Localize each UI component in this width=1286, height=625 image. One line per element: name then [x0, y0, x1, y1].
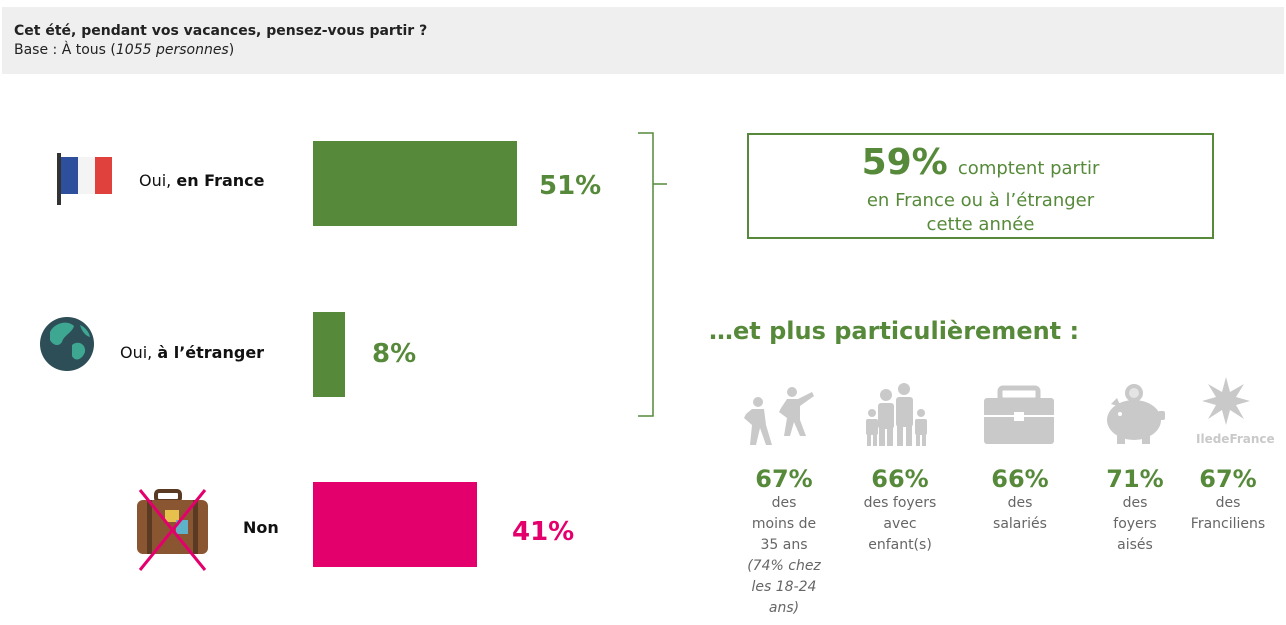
stat-franciliens: 67% des Franciliens — [1168, 465, 1286, 535]
stat-value: 67% — [755, 465, 813, 493]
base-note: Base : À tous (1055 personnes) — [14, 42, 235, 58]
stat-under-35: 67% des moins de 35 ans (74% chez les 18… — [724, 465, 844, 619]
stat-value: 67% — [1199, 465, 1257, 493]
pct-label-france: 51% — [539, 171, 602, 201]
france-flag-icon — [57, 153, 112, 205]
stat-employees: 66% des salariés — [960, 465, 1080, 535]
ile-de-france-logo: IledeFrance — [1196, 377, 1275, 446]
logo-text: IledeFrance — [1196, 432, 1275, 446]
globe-icon — [40, 317, 94, 371]
stat-families: 66% des foyers avec enfant(s) — [840, 465, 960, 556]
stat-value: 66% — [871, 465, 929, 493]
subheading: …et plus particulièrement : — [709, 317, 1080, 345]
summary-text-1: comptent partir — [957, 158, 1100, 179]
piggy-bank-icon — [1107, 384, 1165, 444]
stat-wealthy: 71% des foyers aisés — [1075, 465, 1195, 556]
suitcase-crossed-icon — [137, 489, 208, 571]
family-icon — [866, 383, 927, 446]
bracket — [638, 132, 667, 417]
question-header: Cet été, pendant vos vacances, pensez-vo… — [2, 7, 1284, 74]
base-count: 1055 personnes — [115, 42, 229, 58]
summary-percent: 59% — [861, 142, 948, 183]
bar-0 — [313, 141, 517, 226]
row-label-non: Non — [243, 518, 279, 537]
summary-text-2: en France ou à l’étranger — [866, 190, 1095, 211]
bar-1 — [313, 312, 345, 397]
people-dancing-icon — [744, 387, 814, 445]
pct-label-non: 41% — [512, 517, 575, 547]
stat-value: 66% — [991, 465, 1049, 493]
summary-box: 59% comptent partir en France ou à l’étr… — [747, 133, 1214, 239]
row-label-france: Oui, en France — [139, 171, 265, 190]
pct-label-abroad: 8% — [372, 339, 417, 369]
stat-value: 71% — [1106, 465, 1164, 493]
briefcase-icon — [984, 385, 1054, 444]
bar-2 — [313, 482, 477, 567]
question-title: Cet été, pendant vos vacances, pensez-vo… — [14, 23, 428, 39]
summary-text-3: cette année — [926, 214, 1035, 235]
row-label-abroad: Oui, à l’étranger — [120, 343, 265, 362]
